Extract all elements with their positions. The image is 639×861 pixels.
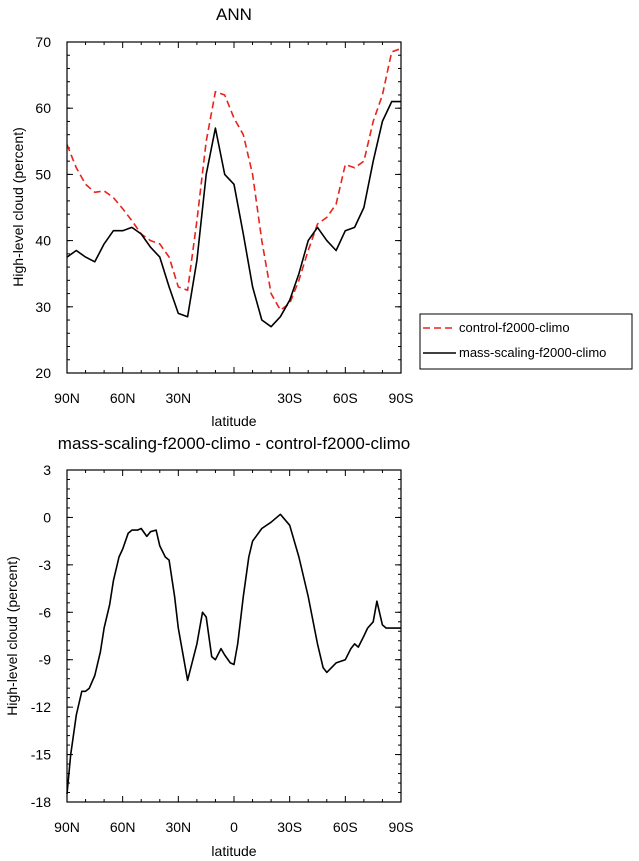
x-tick-label: 90S (389, 390, 414, 406)
series-line-mass-scaling-f2000-climo (66, 100, 401, 328)
y-axis-label: High-level cloud (percent) (10, 127, 26, 287)
series-group (66, 47, 402, 328)
x-tick-label: 60N (110, 390, 136, 406)
x-tick-label: 30N (165, 390, 191, 406)
x-tick-label: 0 (230, 819, 238, 835)
series-group (66, 513, 401, 795)
y-tick-label: 40 (35, 233, 51, 249)
legend-label-mass-scaling: mass-scaling-f2000-climo (459, 345, 606, 360)
y-tick-label: 70 (35, 34, 51, 50)
y-tick-label: 20 (35, 365, 51, 381)
y-tick-label: -3 (39, 557, 52, 573)
chart-title: ANN (216, 5, 252, 24)
x-tick-label: 90N (54, 819, 80, 835)
y-tick-label: 30 (35, 299, 51, 315)
x-tick-label: 60N (110, 819, 136, 835)
plot-frame (66, 469, 402, 803)
chart-zonal-mean: ANN 90N 60N 30N 30S 60S 90S 20 30 40 50 60 70 latit… (10, 5, 633, 429)
tick-labels: 90N 60N 30N 30S 60S 90S 20 30 40 50 60 70 (35, 34, 413, 406)
x-tick-label: 30S (277, 390, 302, 406)
x-tick-label: 30S (277, 819, 302, 835)
x-tick-label: 30N (165, 819, 191, 835)
y-tick-label: -15 (31, 747, 51, 763)
y-tick-label: -12 (31, 699, 51, 715)
x-axis-label: latitude (211, 843, 256, 859)
y-axis-label: High-level cloud (percent) (4, 556, 20, 716)
tick-marks (66, 469, 402, 803)
series-line-control-f2000-climo (66, 47, 402, 311)
x-axis-label: latitude (211, 413, 256, 429)
y-tick-label: 0 (43, 509, 51, 525)
tick-labels: 90N 60N 30N 0 30S 60S 90S 3 0 -3 -6 -9 -12 -15 -18 (31, 462, 414, 835)
legend-label-control: control-f2000-climo (459, 320, 570, 335)
plot-frame (66, 41, 402, 374)
y-tick-label: 3 (43, 462, 51, 478)
x-tick-label: 90S (389, 819, 414, 835)
legend: control-f2000-climo mass-scaling-f2000-c… (419, 313, 633, 370)
y-tick-label: -6 (39, 604, 52, 620)
tick-marks (66, 41, 402, 374)
chart-difference: mass-scaling-f2000-climo - control-f2000… (4, 434, 413, 859)
x-tick-label: 60S (333, 819, 358, 835)
y-tick-label: 60 (35, 100, 51, 116)
y-tick-label: 50 (35, 166, 51, 182)
y-tick-label: -9 (39, 652, 52, 668)
x-tick-label: 60S (333, 390, 358, 406)
y-tick-label: -18 (31, 794, 51, 810)
legend-box (419, 313, 633, 370)
chart-title: mass-scaling-f2000-climo - control-f2000… (58, 434, 410, 453)
x-tick-label: 90N (54, 390, 80, 406)
series-line-difference (66, 513, 401, 795)
